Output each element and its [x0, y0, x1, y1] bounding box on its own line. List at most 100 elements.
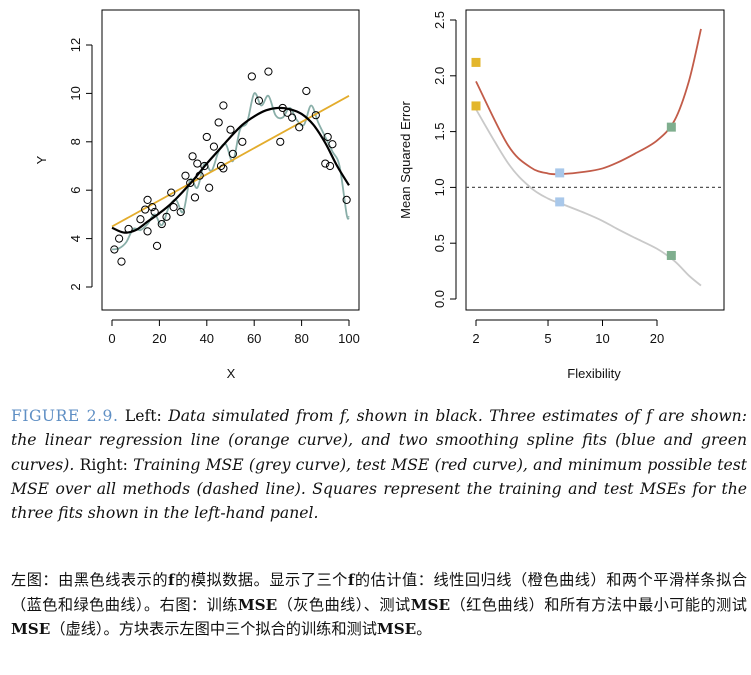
- y-tick-label: 12: [68, 38, 83, 52]
- data-point: [216, 161, 226, 171]
- data-point: [238, 137, 247, 146]
- caption-zh-part-7: 。: [416, 620, 432, 638]
- caption-zh-part-3: 的估计值：线性回归线（橙色曲线）和两个平滑样条拟合（蓝色和绿色曲线）。右图：训练: [11, 571, 748, 614]
- right-y-axis: 0.0 0.5 1.0 1.5 2.0 2.5: [432, 11, 457, 308]
- smoothing-spline-line: [111, 92, 350, 251]
- y-tick-label: 1.0: [432, 178, 447, 196]
- left-y-axis-label: Y: [34, 155, 49, 164]
- linear-regression-line: [111, 95, 350, 228]
- x-tick-label: 5: [544, 331, 551, 346]
- caption-zh-mse-3: MSE: [11, 620, 51, 638]
- data-point: [193, 159, 202, 168]
- data-point: [288, 113, 297, 122]
- data-point: [143, 227, 152, 236]
- right-y-axis-label: Mean Squared Error: [398, 100, 413, 218]
- data-point: [219, 101, 228, 110]
- left-points: [110, 67, 351, 266]
- mse-square: [471, 57, 481, 67]
- caption-zh-part-5: （红色曲线）和所有方法中最小可能的测试: [450, 595, 747, 614]
- data-point: [110, 245, 119, 254]
- data-point: [148, 203, 157, 212]
- mse-square: [666, 250, 676, 260]
- caption-zh-part-2: 的模拟数据。显示了三个: [174, 571, 348, 589]
- right-squares: [471, 57, 676, 260]
- data-point: [141, 205, 150, 214]
- caption-zh-mse-1: MSE: [237, 595, 278, 614]
- data-point: [226, 125, 235, 134]
- caption-zh-f-1: f: [168, 571, 175, 589]
- caption-english: FIGURE 2.9. Left: Data simulated from f,…: [11, 404, 747, 525]
- data-point: [264, 67, 273, 76]
- data-point: [323, 132, 332, 142]
- data-point: [209, 142, 219, 151]
- caption-right-label: Right:: [79, 455, 128, 474]
- caption-zh-part-6: （虚线）。方块表示左图中三个拟合的训练和测试: [50, 620, 377, 638]
- left-x-axis: 0 20 40 60 80 100: [108, 319, 360, 346]
- data-point: [302, 86, 311, 96]
- data-point: [219, 164, 228, 173]
- figure-number: FIGURE 2.9.: [11, 407, 119, 425]
- true-function-line: [111, 106, 350, 234]
- caption-left-label: Left:: [124, 407, 162, 425]
- caption-left-description: Data simulated from f, shown in black. T…: [11, 407, 747, 474]
- x-tick-label: 100: [338, 331, 360, 346]
- data-point: [115, 234, 124, 243]
- data-point: [247, 72, 256, 81]
- data-point: [190, 193, 200, 202]
- mse-square: [555, 168, 565, 178]
- data-point: [143, 195, 152, 204]
- data-point: [311, 111, 320, 120]
- left-y-axis: 2 4 6 8 10 12: [68, 38, 93, 291]
- caption-right-description: Training MSE (grey curve), test MSE (red…: [11, 455, 747, 523]
- data-point: [181, 171, 190, 180]
- data-point: [157, 219, 166, 229]
- data-point: [278, 103, 287, 113]
- caption-zh-part-4: （灰色曲线）、测试: [277, 595, 411, 614]
- x-tick-label: 60: [247, 331, 261, 346]
- right-plot-frame: [465, 9, 725, 311]
- training-mse-curve: [475, 108, 702, 287]
- x-tick-label: 0: [108, 331, 115, 346]
- data-point: [325, 161, 335, 171]
- x-tick-label: 80: [294, 331, 308, 346]
- y-tick-label: 2: [68, 283, 83, 290]
- mse-square: [555, 197, 565, 207]
- caption-zh-f-2: f: [347, 571, 355, 589]
- caption-chinese: 左图：由黑色线表示的f的模拟数据。显示了三个f的估计值：线性回归线（橙色曲线）和…: [11, 568, 747, 642]
- left-panel: 0 20 40 60 80 100 2 4 6 8 10 12 X Y: [34, 9, 360, 381]
- left-x-axis-label: X: [227, 366, 236, 381]
- y-tick-label: 1.5: [432, 123, 447, 141]
- y-tick-label: 4: [68, 235, 83, 242]
- mse-square: [666, 122, 676, 132]
- data-point: [162, 212, 171, 221]
- right-x-axis: 2 5 10 20: [472, 319, 664, 346]
- data-point: [328, 140, 337, 149]
- data-point: [186, 178, 195, 188]
- data-point: [188, 152, 197, 161]
- right-panel: 2 5 10 20 0.0 0.5 1.0 1.5 2.0 2.5 Flexibility Me…: [398, 9, 725, 381]
- data-point: [150, 207, 159, 217]
- left-curves: [111, 92, 350, 251]
- caption-zh-mse-2: MSE: [410, 595, 451, 614]
- data-point: [136, 215, 145, 224]
- figure-panels: 0 20 40 60 80 100 2 4 6 8 10 12 X Y 2 5 10 20 0.0 0.5 1…: [34, 9, 725, 381]
- x-tick-label: 20: [650, 331, 664, 346]
- data-point: [176, 207, 185, 217]
- data-point: [169, 203, 178, 212]
- data-point: [200, 161, 209, 171]
- left-plot-frame: [101, 9, 360, 311]
- right-x-axis-label: Flexibility: [567, 366, 621, 381]
- data-point: [228, 149, 237, 158]
- y-tick-label: 2.0: [432, 67, 447, 85]
- y-tick-label: 8: [68, 138, 83, 145]
- data-point: [295, 123, 304, 132]
- x-tick-label: 2: [472, 331, 479, 346]
- data-point: [152, 241, 162, 250]
- data-point: [195, 171, 204, 180]
- x-tick-label: 10: [595, 331, 609, 346]
- y-tick-label: 10: [68, 86, 83, 100]
- data-point: [342, 195, 351, 204]
- y-tick-label: 2.5: [432, 11, 447, 29]
- data-point: [205, 183, 214, 192]
- y-tick-label: 6: [68, 187, 83, 194]
